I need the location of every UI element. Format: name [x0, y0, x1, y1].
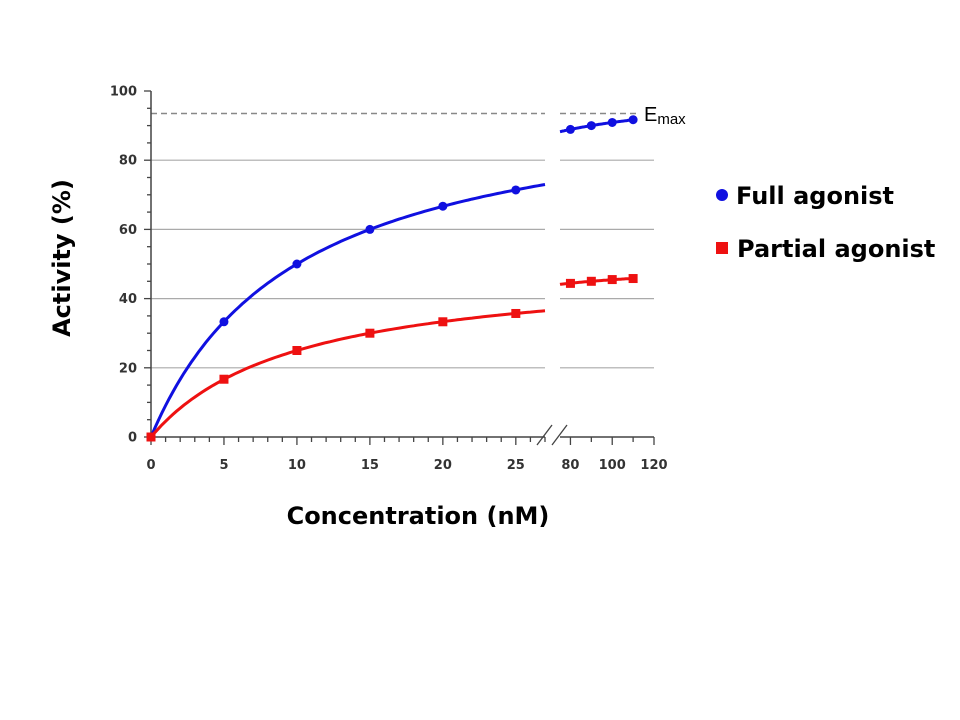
series-line-full-agonist [149, 183, 546, 438]
y-tick-label: 0 [128, 431, 137, 446]
emax-reference: Emax [151, 104, 686, 128]
emax-label: Emax [644, 104, 686, 128]
x-tick-label: 20 [434, 458, 452, 473]
x-tick-label: 0 [146, 458, 155, 473]
y-tick-label: 20 [119, 361, 137, 376]
x-axis-title: Concentration (nM) [287, 502, 550, 530]
x-tick-label: 80 [561, 458, 579, 473]
y-tick-label: 60 [119, 223, 137, 238]
data-point-partial-agonist [438, 317, 448, 327]
y-tick-label: 40 [119, 292, 137, 307]
legend: Full agonist Partial agonist [716, 182, 935, 263]
data-point-partial-agonist [292, 346, 302, 355]
data-point-partial-agonist [586, 276, 596, 286]
y-axis-title: Activity (%) [48, 179, 76, 337]
axis-break-mark [536, 424, 553, 446]
data-point-partial-agonist [365, 328, 375, 338]
x-tick-label: 5 [219, 458, 228, 473]
grid-lines [151, 159, 654, 369]
data-point-full-agonist [586, 121, 596, 131]
x-tick-label: 15 [361, 458, 379, 473]
data-point-full-agonist [365, 224, 375, 234]
emax-label-sub: max [657, 111, 686, 128]
data-point-full-agonist [628, 115, 638, 125]
legend-marker-full-agonist [716, 189, 728, 201]
legend-marker-partial-agonist [716, 242, 728, 254]
data-point-partial-agonist [565, 278, 575, 288]
x-tick-label: 100 [599, 458, 626, 473]
emax-label-main: E [644, 104, 657, 126]
x-tick-label: 120 [640, 458, 667, 473]
x-tick-label: 25 [507, 458, 525, 473]
axes: 0 20 40 60 80 100 0 5 10 15 20 25 80 100 120 [110, 85, 668, 474]
data-point-full-agonist [565, 124, 575, 134]
data-point-partial-agonist [511, 308, 521, 318]
legend-label-full-agonist: Full agonist [736, 182, 894, 210]
data-point-full-agonist [511, 185, 521, 195]
series-line-partial-agonist [149, 309, 546, 438]
data-point-partial-agonist [146, 432, 156, 442]
y-tick-label: 80 [119, 154, 137, 169]
series [146, 115, 638, 442]
data-point-partial-agonist [607, 275, 617, 285]
y-tick-label: 100 [110, 85, 137, 100]
data-point-partial-agonist [219, 374, 229, 384]
data-point-full-agonist [219, 317, 229, 327]
data-point-full-agonist [607, 117, 617, 127]
data-point-partial-agonist [628, 274, 638, 284]
axis-break-mark [551, 424, 568, 446]
legend-label-partial-agonist: Partial agonist [737, 235, 935, 263]
x-tick-label: 10 [288, 458, 306, 473]
data-point-full-agonist [292, 259, 302, 269]
data-point-full-agonist [438, 201, 448, 211]
